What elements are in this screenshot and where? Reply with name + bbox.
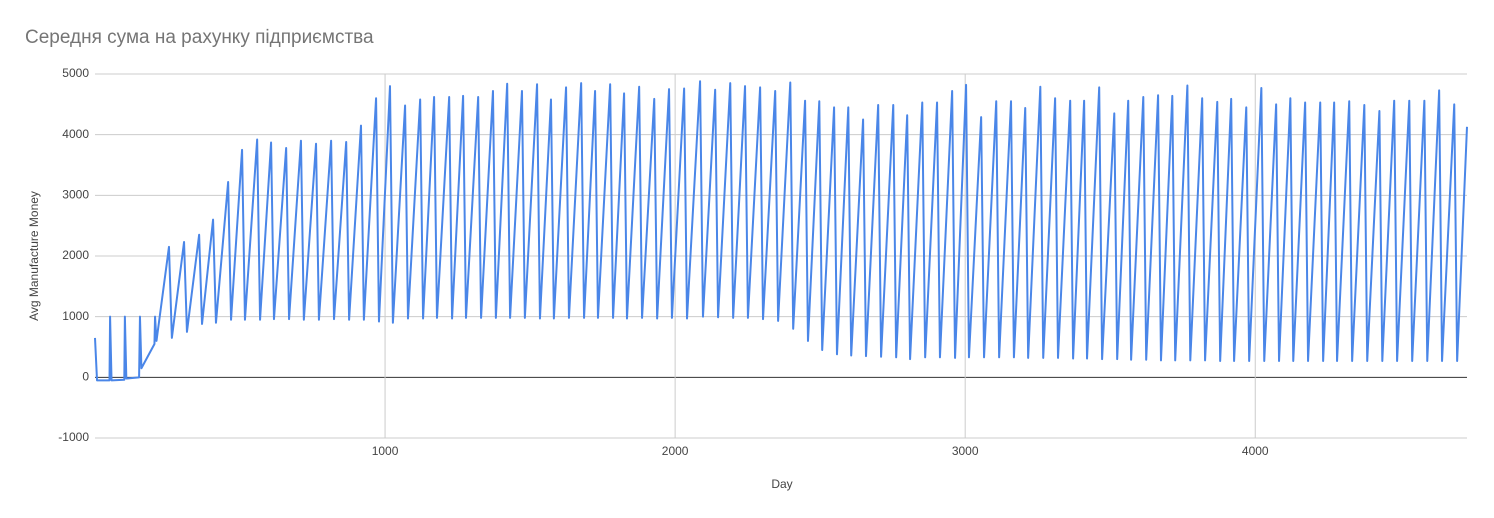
y-tick-label: 2000 bbox=[62, 248, 89, 262]
y-tick-label: 3000 bbox=[62, 188, 89, 202]
x-tick-label: 1000 bbox=[372, 444, 399, 458]
data-line bbox=[94, 80, 1468, 382]
y-tick-label: 4000 bbox=[62, 127, 89, 141]
y-tick-label: -1000 bbox=[58, 430, 89, 444]
y-tick-label: 1000 bbox=[62, 309, 89, 323]
y-tick-label: 5000 bbox=[62, 66, 89, 80]
x-tick-label: 2000 bbox=[662, 444, 689, 458]
x-tick-label: 4000 bbox=[1242, 444, 1269, 458]
chart-title: Середня сума на рахунку підприємства bbox=[25, 27, 374, 48]
y-tick-label: 0 bbox=[82, 370, 89, 384]
y-axis-label: Avg Manufacture Money bbox=[27, 191, 41, 321]
x-tick-label: 3000 bbox=[952, 444, 979, 458]
x-axis-label: Day bbox=[771, 477, 792, 491]
